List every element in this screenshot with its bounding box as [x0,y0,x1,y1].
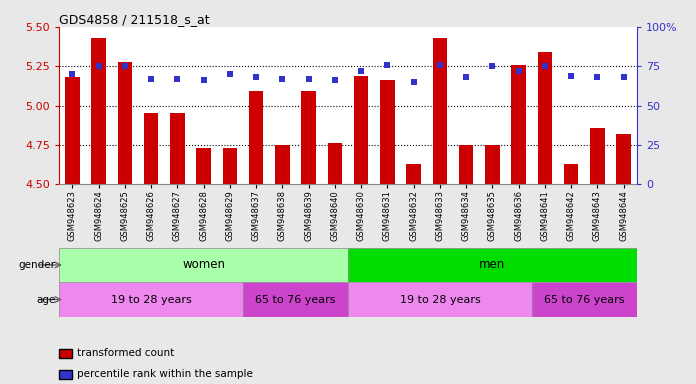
Bar [380,80,395,184]
Bar [354,76,368,184]
Text: transformed count: transformed count [77,348,174,358]
Point [329,77,340,83]
Text: age: age [36,295,56,305]
Bar [406,164,421,184]
Text: 65 to 76 years: 65 to 76 years [255,295,335,305]
Bar [249,91,263,184]
Point [618,74,629,80]
Bar [301,91,316,184]
Bar [433,38,447,184]
Point [434,61,445,68]
Bar [275,145,290,184]
Point [277,76,288,82]
Point [487,63,498,70]
Text: percentile rank within the sample: percentile rank within the sample [77,369,253,379]
Bar [564,164,578,184]
Point [566,73,577,79]
Point [251,74,262,80]
Text: men: men [480,258,505,271]
Point [145,76,157,82]
Bar [459,145,473,184]
Bar [538,52,552,184]
Bar [144,114,158,184]
Bar [512,65,526,184]
Bar [485,145,500,184]
Point [224,71,235,77]
Point [93,63,104,70]
Bar [617,134,631,184]
Bar [532,282,637,317]
Point [513,68,524,74]
Point [408,79,419,85]
Bar [348,282,532,317]
Bar [59,282,243,317]
Point [461,74,472,80]
Point [592,74,603,80]
Bar [328,143,342,184]
Bar [243,282,348,317]
Bar [196,148,211,184]
Bar [590,127,605,184]
Bar [170,114,184,184]
Bar [65,77,79,184]
Text: 65 to 76 years: 65 to 76 years [544,295,624,305]
Text: gender: gender [19,260,56,270]
Text: women: women [182,258,225,271]
Point [382,61,393,68]
Point [67,71,78,77]
Bar [91,38,106,184]
Text: 19 to 28 years: 19 to 28 years [400,295,480,305]
Point [172,76,183,82]
Bar [59,248,348,282]
Point [119,63,130,70]
Point [356,68,367,74]
Text: 19 to 28 years: 19 to 28 years [111,295,191,305]
Point [303,76,314,82]
Bar [118,61,132,184]
Text: GDS4858 / 211518_s_at: GDS4858 / 211518_s_at [59,13,209,26]
Point [198,77,209,83]
Bar [348,248,637,282]
Bar [223,148,237,184]
Point [539,63,551,70]
